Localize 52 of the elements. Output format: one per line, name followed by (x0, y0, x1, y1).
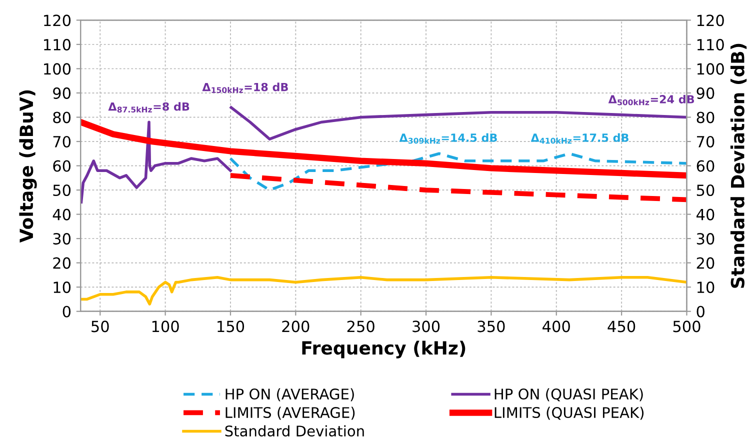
legend-label: LIMITS (QUASI PEAK) (494, 406, 644, 420)
y2-tick-label: 10 (697, 282, 714, 294)
x-tick-label: 300 (412, 320, 440, 332)
y-tick-label: 110 (44, 38, 71, 50)
y-tick-label: 40 (52, 208, 71, 220)
y2-tick-label: 100 (697, 63, 724, 75)
y-tick-label: 100 (44, 63, 71, 75)
y2-tick-label: 30 (696, 233, 714, 245)
y2-tick-label: 50 (696, 184, 714, 196)
y2-tick-label: 0 (696, 306, 704, 318)
x-tick-label: 50 (92, 320, 109, 332)
x-tick-label: 150 (218, 320, 244, 332)
annotation: Δ$_{87.5kHz}$=8 dB (108, 102, 190, 113)
legend-label: HP ON (QUASI PEAK) (494, 388, 643, 402)
y2-tick-label: 80 (696, 112, 714, 124)
y-tick-label: 80 (53, 112, 71, 124)
y2-tick-label: 20 (696, 257, 714, 269)
line-series (228, 173, 687, 202)
legend-label: HP ON (AVERAGE) (226, 388, 354, 402)
y-tick-label: 60 (53, 160, 71, 172)
y-tick-label: 10 (54, 282, 71, 294)
line-series (229, 152, 687, 192)
y2-tick-label: 60 (696, 160, 714, 172)
y-axis-title: Voltage (dBuV) (19, 90, 37, 243)
annotation: Δ$_{150kHz}$=18 dB (202, 82, 288, 94)
y-tick-label: 0 (62, 306, 71, 318)
y2-axis-title: Standard Deviation (dB) (730, 44, 747, 288)
x-tick-label: 200 (282, 320, 310, 332)
annotation: Δ$_{309kHz}$=14.5 dB (399, 133, 497, 144)
y-tick-label: 30 (53, 233, 71, 245)
annotation: Δ$_{500kHz}$=24 dB (608, 94, 694, 106)
y2-tick-label: 90 (696, 87, 714, 99)
y2-tick-label: 70 (697, 136, 714, 148)
y-tick-label: 120 (44, 14, 71, 26)
y-tick-label: 20 (53, 257, 71, 269)
x-tick-label: 400 (542, 320, 570, 332)
line-series (80, 276, 687, 306)
x-tick-label: 250 (347, 320, 374, 332)
x-tick-label: 450 (608, 320, 636, 332)
y-tick-label: 70 (53, 136, 71, 148)
x-axis-title: Frequency (kHz) (302, 340, 466, 358)
annotation: Δ$_{410kHz}$=17.5 dB (530, 133, 628, 144)
legend-label: Standard Deviation (225, 425, 364, 437)
x-tick-label: 500 (673, 320, 700, 332)
x-tick-label: 100 (152, 320, 179, 332)
y-tick-label: 50 (53, 184, 71, 196)
y2-tick-label: 40 (696, 208, 714, 220)
legend-label: LIMITS (AVERAGE) (226, 406, 355, 420)
x-tick-label: 350 (478, 320, 505, 332)
y2-tick-label: 110 (697, 38, 724, 50)
y2-tick-label: 120 (697, 14, 724, 26)
y-tick-label: 90 (53, 87, 71, 99)
